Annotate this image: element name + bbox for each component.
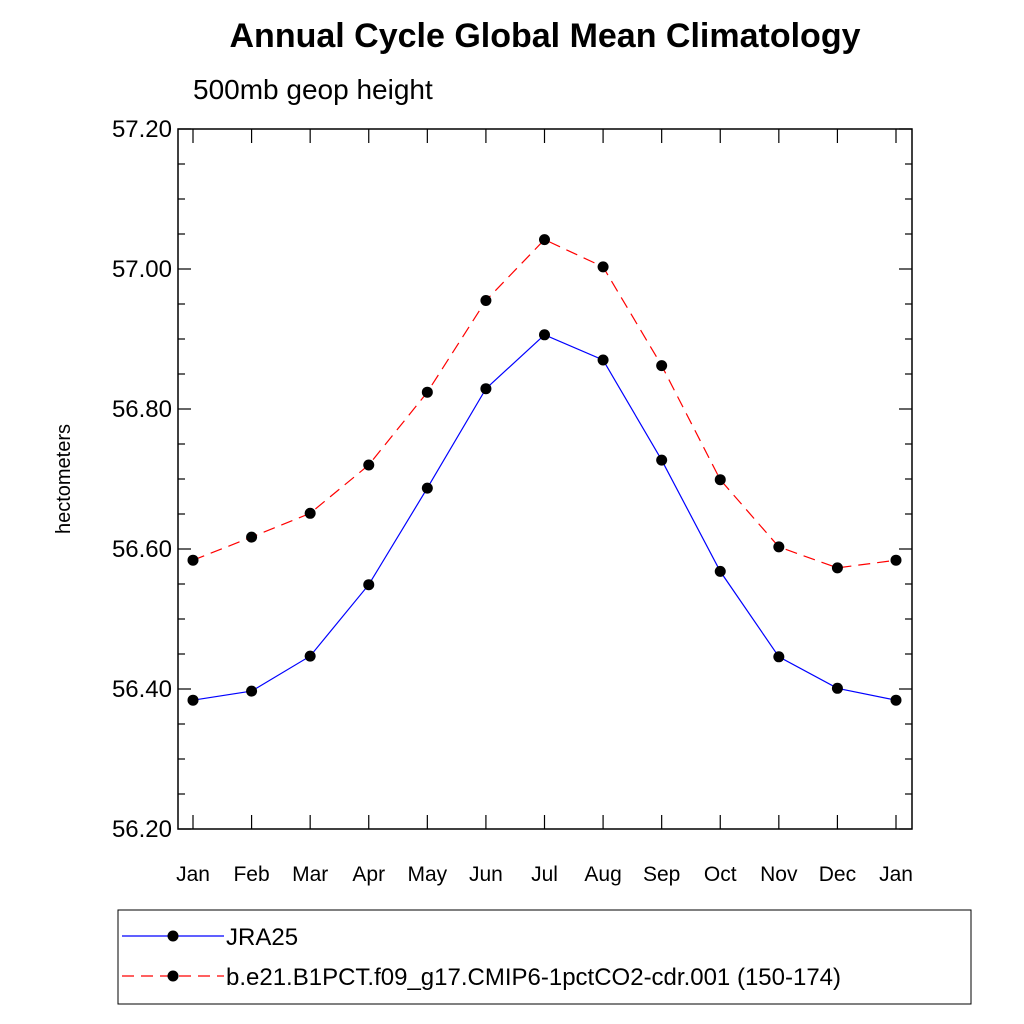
x-tick-label: May (407, 863, 447, 886)
legend-marker-1 (167, 930, 179, 942)
x-tick-label: Oct (704, 863, 737, 886)
series-2-point (539, 234, 550, 246)
series-1-point (187, 694, 199, 706)
series-line-1 (192, 334, 897, 701)
series-line-2 (192, 238, 897, 569)
x-tick-label: Mar (292, 863, 328, 886)
series-1-point (480, 383, 492, 395)
x-tick-label: Sep (643, 863, 680, 886)
x-tick-label: Nov (760, 863, 798, 886)
series-2-point (421, 386, 433, 398)
y-tick-label: 57.20 (112, 116, 172, 143)
y-tick-label: 56.80 (112, 396, 172, 423)
series-1-point (539, 329, 550, 341)
legend-marker-2 (167, 970, 179, 982)
legend-label-2: b.e21.B1PCT.f09_g17.CMIP6-1pctCO2-cdr.00… (226, 964, 841, 991)
series-1-point (714, 565, 726, 577)
x-tick-label: Jul (531, 863, 558, 886)
legend-label-1: JRA25 (226, 924, 298, 951)
series-2-point (714, 474, 726, 486)
series-1-point (831, 682, 843, 694)
legend-box (117, 909, 972, 1005)
x-tick-label: Aug (584, 863, 621, 886)
series-2-point (773, 541, 785, 553)
series-2-point (187, 554, 199, 566)
series-2-point (363, 459, 375, 471)
series-2-point (597, 261, 609, 273)
y-tick-label: 56.40 (112, 676, 172, 703)
plot-area: 56.20 56.40 56.60 56.80 57.00 57.20 Jan Feb Mar A… (112, 116, 913, 886)
y-tick-label: 56.20 (112, 816, 172, 843)
x-tick-label: Apr (352, 863, 385, 886)
x-tick-label: Dec (819, 863, 856, 886)
y-tick-label: 57.00 (112, 256, 172, 283)
series-2-point (304, 507, 316, 519)
series-2-point (831, 562, 843, 574)
series-1-point (890, 694, 902, 706)
y-axis-label: hectometers (53, 424, 75, 534)
series-2-point (246, 531, 258, 543)
series-1-point (421, 482, 433, 494)
y-tick-label: 56.60 (112, 536, 172, 563)
series-2-point (890, 554, 902, 566)
series-1-point (246, 685, 258, 697)
series-2-point (480, 295, 492, 306)
x-tick-label: Jan (879, 863, 913, 886)
legend: JRA25 b.e21.B1PCT.f09_g17.CMIP6-1pctCO2-c… (117, 909, 972, 1005)
series-1-point (304, 650, 316, 662)
chart-subtitle: 500mb geop height (193, 74, 433, 105)
series-1-point (597, 354, 609, 366)
plot-frame (177, 128, 913, 830)
series-1-point (773, 651, 785, 663)
series-1-point (656, 454, 668, 466)
series-1-point (363, 579, 375, 591)
x-tick-label: Jan (176, 863, 210, 886)
series-2-point (656, 360, 668, 372)
x-tick-label: Feb (233, 863, 269, 886)
x-tick-label: Jun (469, 863, 503, 886)
chart-title: Annual Cycle Global Mean Climatology (230, 17, 861, 55)
